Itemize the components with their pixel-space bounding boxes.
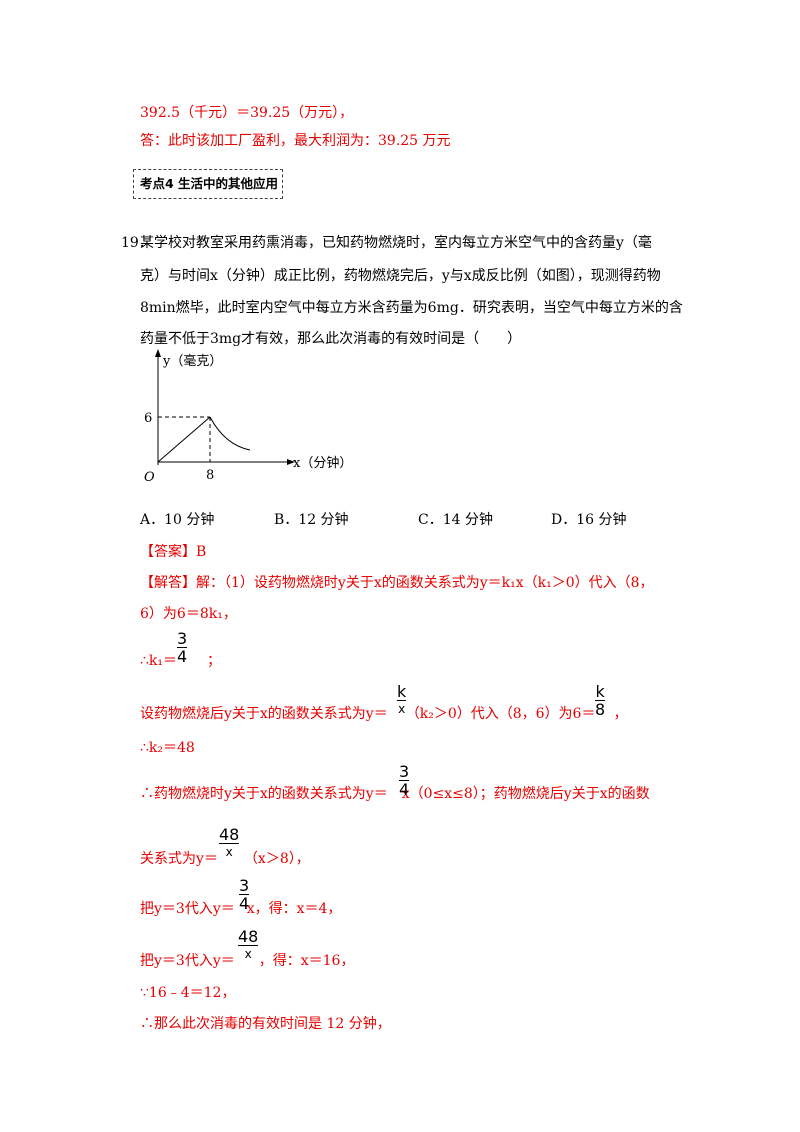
y-axis-arrow [155,349,161,357]
x-axis-label: x（分钟） [293,455,352,471]
text-line-2: 答：此时该加工厂盈利，最大利润为：39.25 万元 [140,133,451,149]
solution-line-9-prefix: 把y＝3代入y＝ [140,953,235,969]
solution-line-3-suffix: ； [207,653,222,669]
option-b: B．12 分钟 [274,512,349,528]
solution-line-4-prefix: 设药物燃烧后y关于x的函数关系式为y＝ [140,706,388,722]
solution-line-3: ∴k₁＝ ； [140,650,221,670]
solution-line-4-middle: （k₂＞0）代入（8，6）为6＝ [405,706,596,722]
option-d: D．16 分钟 [551,512,627,528]
solution-line-3-prefix: ∴k₁＝ [140,653,178,669]
solution-line-6-suffix: x（0≤x≤8）；药物燃烧后y关于x的函数 [401,786,650,802]
option-a: A．10 分钟 [140,512,215,528]
solution-line-11: ∴那么此次消毒的有效时间是 12 分钟， [140,1016,391,1032]
origin-label: O [144,470,155,485]
solution-line-9: 把y＝3代入y＝ ，得：x＝16， [140,950,354,970]
answer-label: 【答案】B [140,544,207,560]
section-tag: 考点4 生活中的其他应用 [133,169,283,199]
solution-line-7-prefix: 关系式为y＝ [140,851,218,867]
solution-line-5: ∴k₂＝48 [140,740,195,756]
proportional-line [157,416,211,463]
solution-line-6: ∴药物燃烧时y关于x的函数关系式为y＝ x（0≤x≤8）；药物燃烧后y关于x的函数 [140,783,650,803]
solution-line-8-suffix: x，得：x＝4， [246,901,342,917]
fraction-48-over-x-second: 48 x [238,927,259,961]
text-line-1: 392.5（千元）＝39.25（万元）， [140,105,354,121]
solution-line-8: 把y＝3代入y＝ x，得：x＝4， [140,898,341,918]
question-text-3: 8min燃毕，此时室内空气中每立方米含药量为6mg．研究表明，当空气中每立方米的… [140,300,683,316]
solution-line-7: 关系式为y＝ （x＞8）， [140,848,310,868]
solution-line-2: 6）为6＝8k₁， [140,606,237,622]
question-text-4: 药量不低于3mg才有效，那么此次消毒的有效时间是（ ） [140,331,522,347]
function-graph: y（毫克） x（分钟） O 6 8 [144,349,352,485]
solution-line-7-suffix: （x＞8）， [243,851,310,867]
x-axis-arrow [287,459,295,465]
option-c: C．14 分钟 [418,512,493,528]
solution-line-10: ∵16﹣4＝12， [140,985,236,1001]
inverse-curve [209,416,251,451]
solution-line-4-suffix: ， [613,706,628,722]
solution-line-1: 【解答】解：（1）设药物燃烧时y关于x的函数关系式为y＝k₁x（k₁＞0）代入（… [140,575,654,591]
question-text-1: 某学校对教室采用药熏消毒，已知药物燃烧时，室内每立方米空气中的含药量y（毫 [140,235,652,251]
x-tick-label: 8 [206,468,214,483]
solution-line-4: 设药物燃烧后y关于x的函数关系式为y＝ （k₂＞0）代入（8，6）为6＝ ， [140,703,627,723]
solution-line-9-suffix: ，得：x＝16， [258,953,355,969]
y-tick-label: 6 [144,411,152,426]
solution-line-6-prefix: ∴药物燃烧时y关于x的函数关系式为y＝ [140,786,388,802]
question-number: 19． [121,235,153,251]
fraction-48-over-x: 48 x [219,825,240,859]
solution-line-8-prefix: 把y＝3代入y＝ [140,901,235,917]
y-axis-label: y（毫克） [162,353,222,369]
question-text-2: 克）与时间x（分钟）成正比例，药物燃烧完后，y与x成反比例（如图），现测得药物 [140,268,661,284]
